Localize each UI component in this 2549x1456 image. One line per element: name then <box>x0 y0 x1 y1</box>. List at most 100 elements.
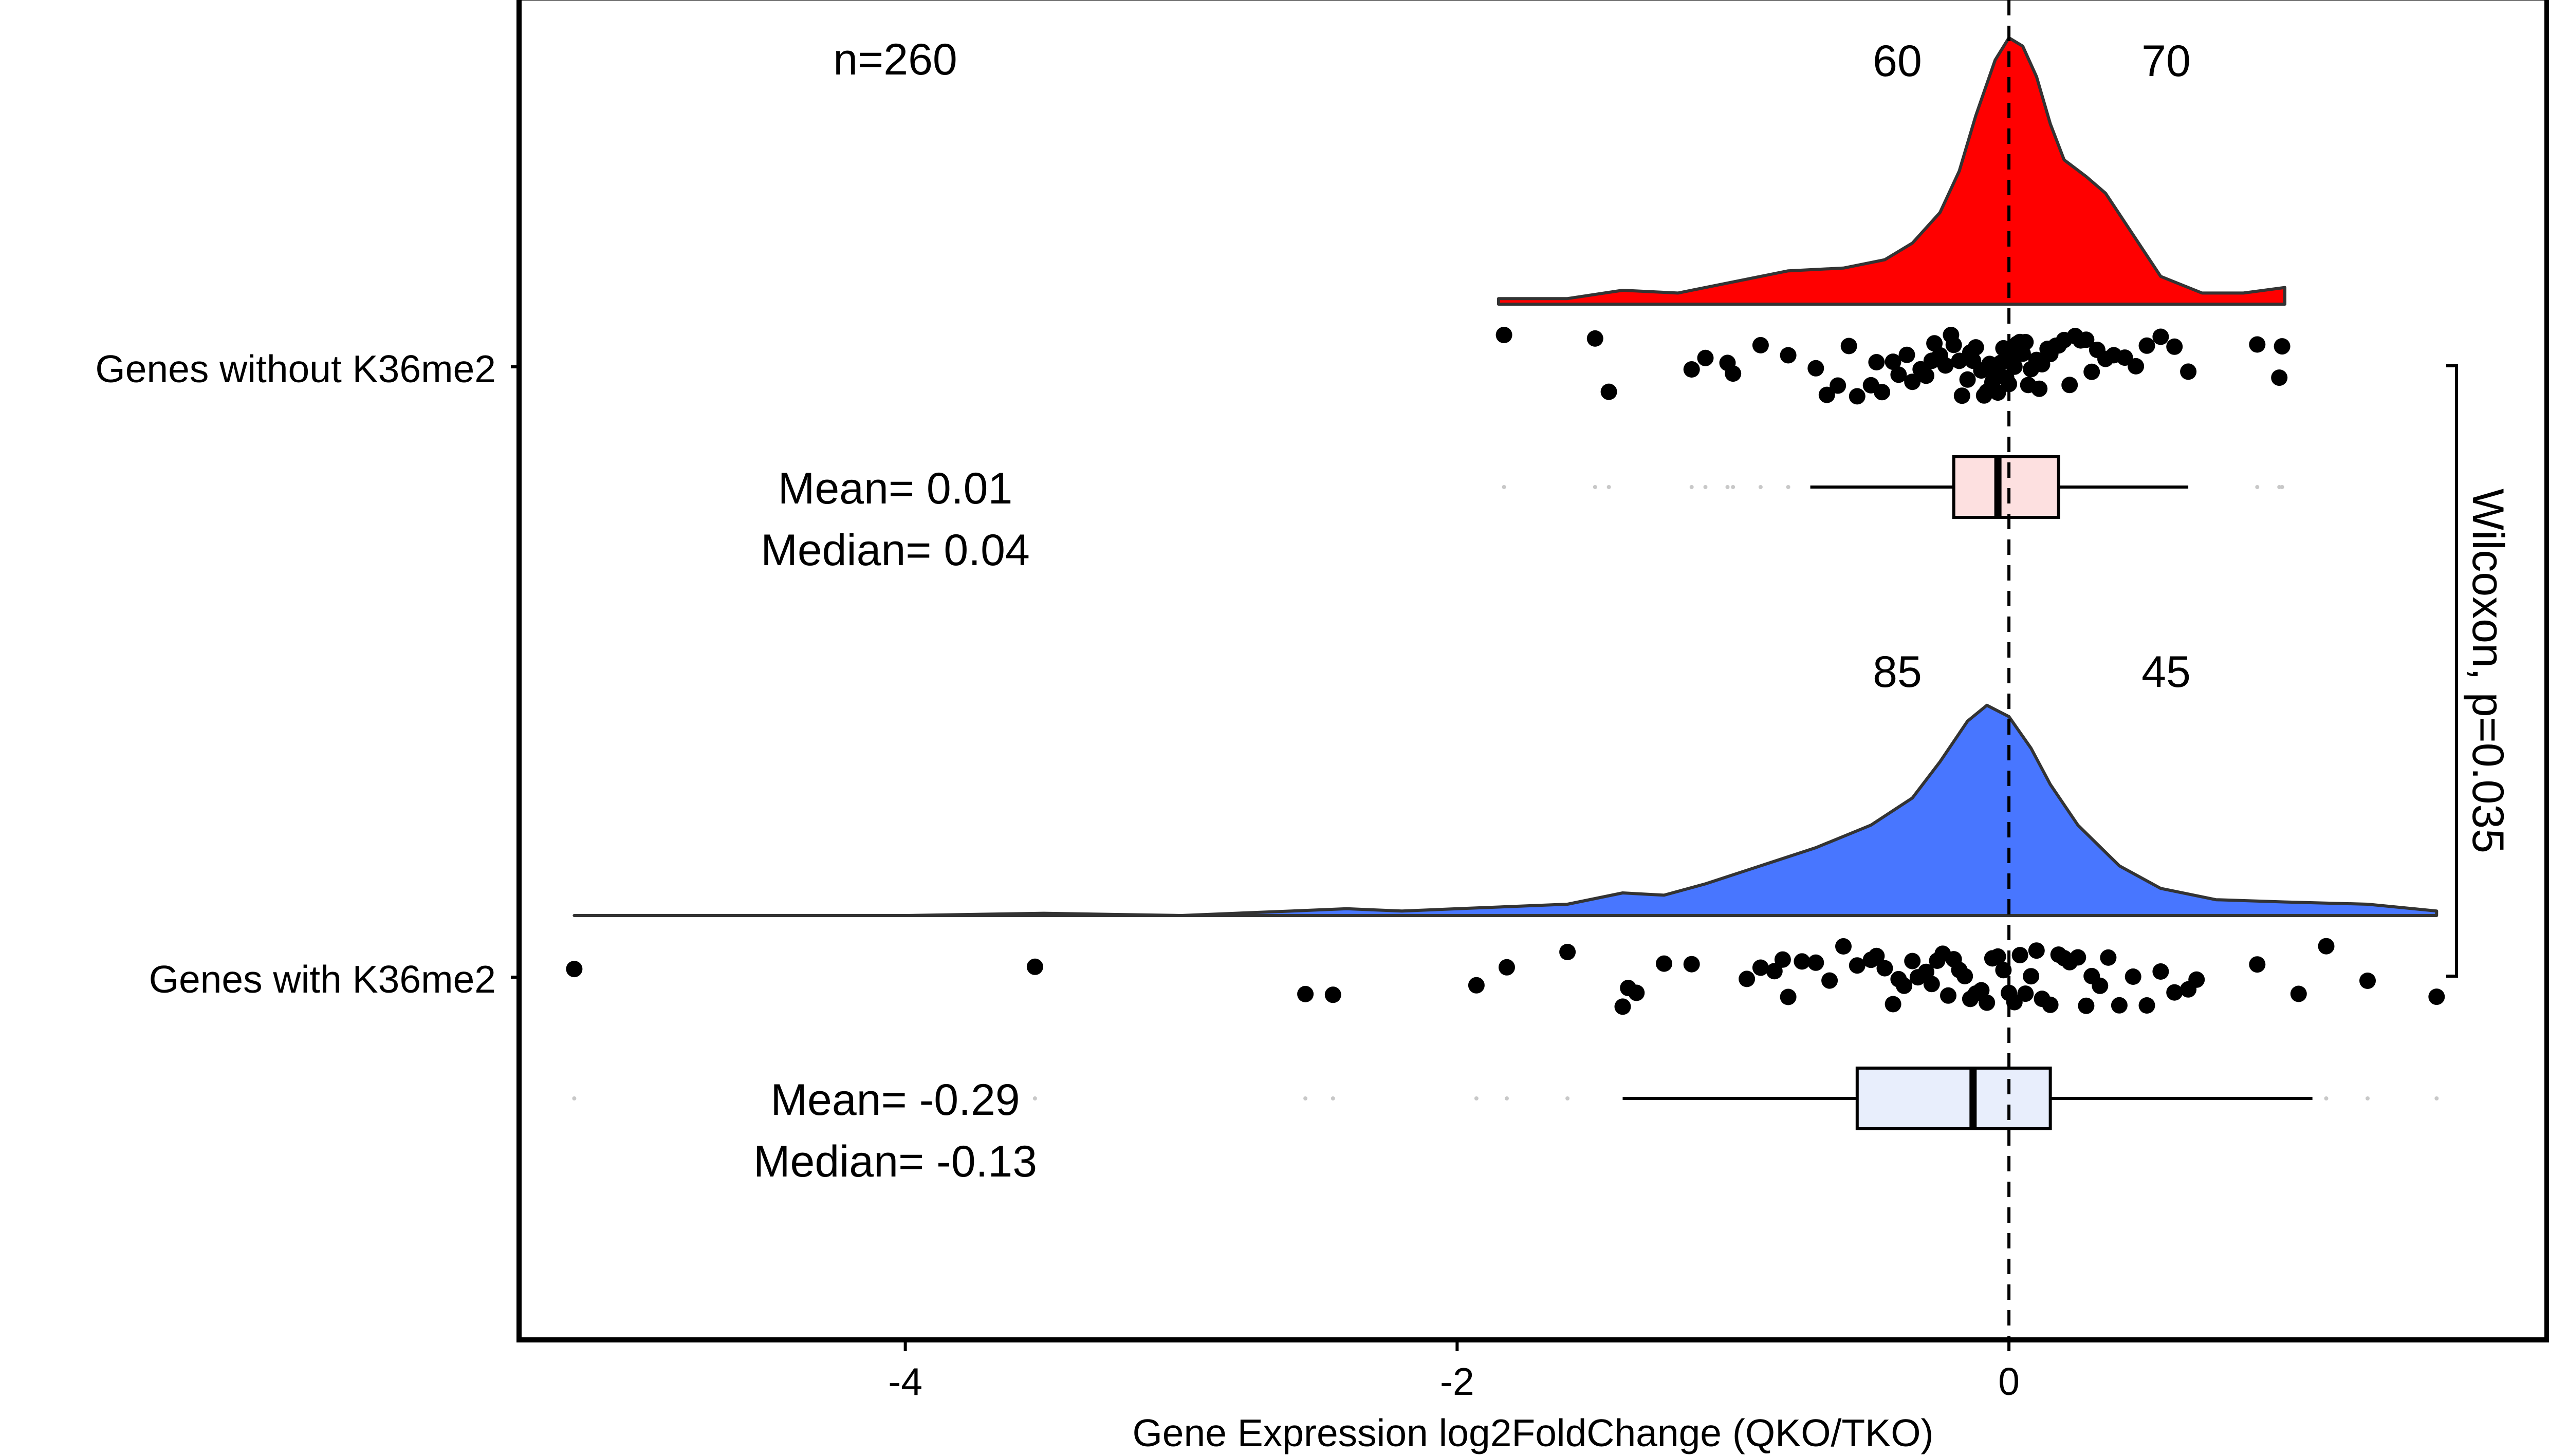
data-point <box>2070 949 2086 966</box>
data-point <box>1989 948 2006 965</box>
data-point <box>1940 987 1956 1004</box>
data-point <box>1918 367 1934 384</box>
outlier-dot <box>1565 1096 1570 1100</box>
x-tick-label: -2 <box>1440 1360 1474 1403</box>
data-point <box>1979 994 1996 1011</box>
data-point <box>1868 947 1885 964</box>
outlier-dot <box>1758 485 1763 489</box>
data-point <box>2031 380 2048 397</box>
data-point <box>1628 984 1645 1001</box>
data-point <box>566 961 583 978</box>
data-point <box>1956 968 1973 984</box>
outlier-dot <box>1786 485 1790 489</box>
data-point <box>1849 388 1865 405</box>
data-point <box>1468 977 1485 994</box>
data-point <box>1725 365 1742 382</box>
box <box>1855 1067 2052 1130</box>
group-label-with-k36me2: Genes with K36me2 <box>149 958 496 1001</box>
data-point <box>1868 354 1885 370</box>
outlier-dot <box>1303 1096 1308 1100</box>
data-point <box>2100 949 2117 966</box>
data-point <box>1992 354 2009 371</box>
data-point <box>2023 968 2040 985</box>
data-point <box>1600 383 1617 400</box>
data-point <box>2138 997 2155 1014</box>
data-point <box>1752 337 1769 353</box>
data-point <box>1297 985 1314 1002</box>
x-axis: -4 -2 0 <box>888 1340 2020 1403</box>
median-label-without: Median= 0.04 <box>761 526 1030 575</box>
outlier-dot <box>1703 485 1708 489</box>
data-point <box>2042 996 2059 1013</box>
count-below-zero-without: 60 <box>1873 36 1922 86</box>
data-point <box>1959 371 1976 388</box>
data-point <box>1683 956 1700 973</box>
outlier-dot <box>572 1096 577 1100</box>
data-point <box>2188 971 2205 988</box>
data-point <box>1923 976 1940 993</box>
data-point <box>2092 977 2109 994</box>
data-point <box>1904 953 1921 969</box>
data-point <box>2152 963 2169 980</box>
count-above-zero-with: 45 <box>2141 647 2191 697</box>
outlier-dot <box>1032 1096 1037 1100</box>
data-point <box>1614 998 1631 1015</box>
outlier-dot <box>1606 485 1611 489</box>
plot-layer <box>511 36 2445 1130</box>
outlier-dot <box>1725 485 1730 489</box>
data-point <box>2128 358 2145 375</box>
data-point <box>1818 386 1835 403</box>
data-point <box>1874 384 1891 401</box>
data-point <box>2271 369 2288 386</box>
data-point <box>1849 957 1865 974</box>
data-point <box>1840 338 1857 354</box>
count-below-zero-with: 85 <box>1873 647 1922 697</box>
data-point <box>2249 336 2266 353</box>
data-point <box>2428 988 2445 1005</box>
data-point <box>2274 338 2291 355</box>
data-point <box>1835 938 1852 955</box>
data-point <box>2166 984 2183 1001</box>
data-point <box>1885 996 1901 1013</box>
data-point <box>1780 988 1797 1005</box>
outlier-dot <box>2280 485 2284 489</box>
data-point <box>2166 338 2183 355</box>
data-point <box>1766 963 1783 980</box>
data-point <box>1967 339 1984 356</box>
outlier-dot <box>2434 1096 2439 1100</box>
data-point <box>1586 330 1603 347</box>
data-point <box>1953 387 1970 404</box>
data-point <box>1499 959 1515 976</box>
wilcoxon-label: Wilcoxon, p=0.035 <box>2463 489 2513 853</box>
data-point <box>2318 938 2335 955</box>
outlier-dot <box>1593 485 1597 489</box>
data-point <box>2011 947 2028 964</box>
data-point <box>1495 327 1512 343</box>
data-point <box>1898 346 1915 363</box>
outlier-dot <box>1502 485 1506 489</box>
data-point <box>1973 982 1990 999</box>
outlier-dot <box>2255 485 2260 489</box>
data-point <box>1945 337 1962 353</box>
data-point <box>2125 968 2141 985</box>
data-point <box>1026 958 1043 975</box>
density-1 <box>572 703 2439 917</box>
data-point <box>2083 363 2100 380</box>
data-point <box>1780 347 1797 364</box>
data-point <box>1739 970 1756 987</box>
outlier-dot <box>1474 1096 1479 1100</box>
n-label: n=260 <box>833 35 957 84</box>
data-point <box>2111 997 2128 1014</box>
data-point <box>1995 962 2012 979</box>
data-point <box>1890 366 1907 383</box>
x-tick-label: -4 <box>888 1360 922 1403</box>
data-point <box>1807 360 1824 377</box>
data-point <box>2290 985 2307 1002</box>
data-point <box>1937 357 1954 374</box>
data-point <box>2249 956 2266 973</box>
data-point <box>1989 384 2006 401</box>
mean-label-without: Mean= 0.01 <box>778 464 1013 513</box>
data-point <box>1794 953 1811 970</box>
data-point <box>1774 951 1791 968</box>
data-point <box>2138 337 2155 354</box>
